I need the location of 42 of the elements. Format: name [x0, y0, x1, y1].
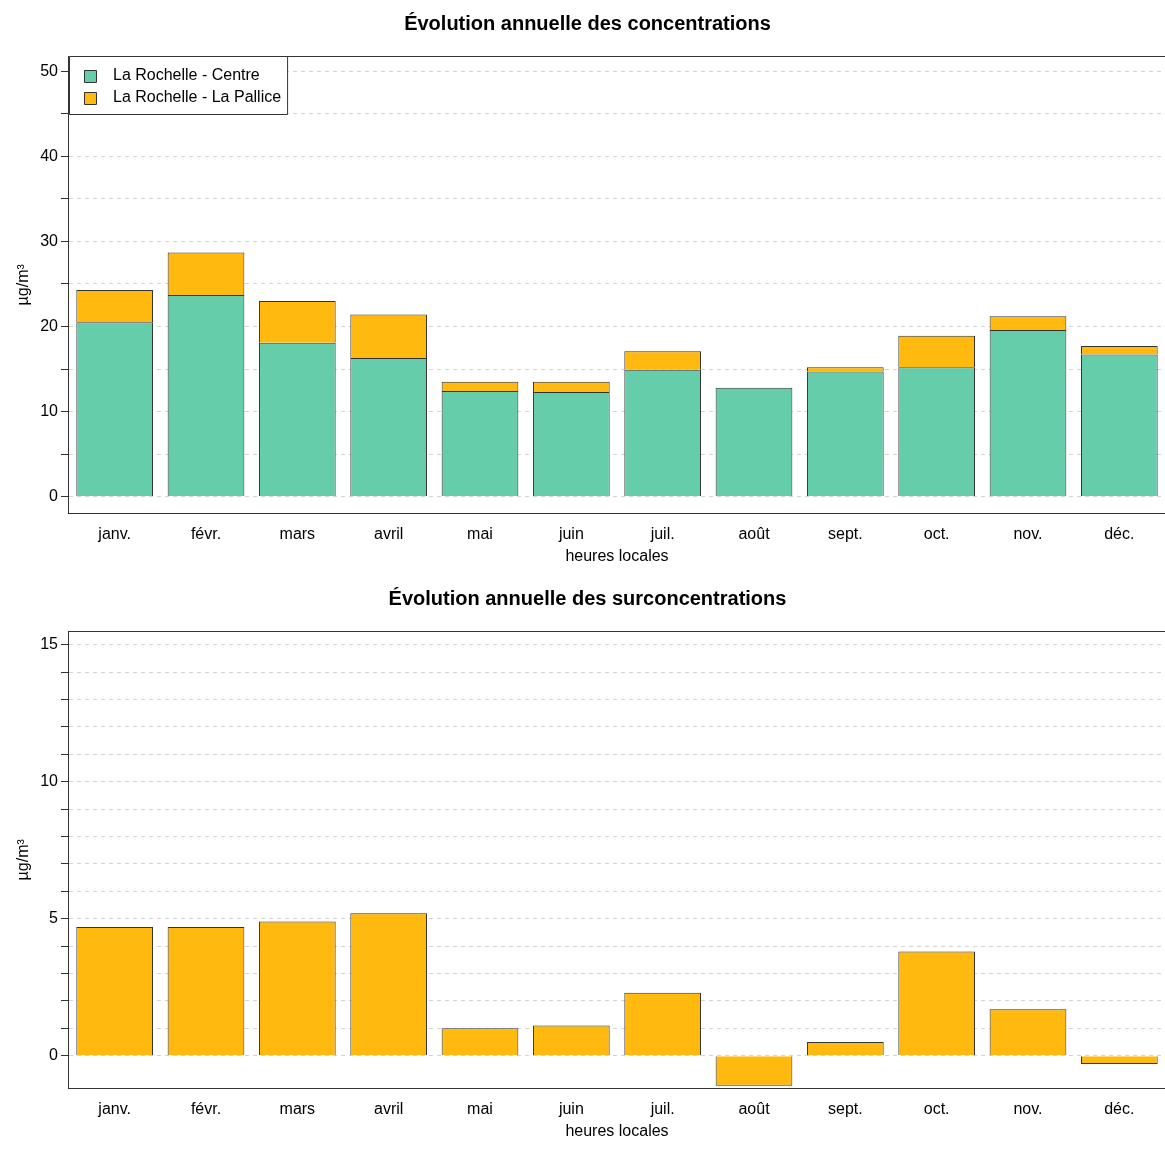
- x-tick-label: mai: [467, 1099, 493, 1117]
- x-tick-label: nov.: [1013, 1099, 1043, 1117]
- x-tick-label: janv.: [97, 524, 131, 542]
- x-tick-label: juil.: [649, 524, 675, 542]
- y-tick-label: 50: [40, 61, 59, 79]
- x-tick-label: févr.: [190, 524, 222, 542]
- x-tick-label: janv.: [97, 1099, 131, 1117]
- x-tick-label: avril: [373, 524, 404, 542]
- x-tick-label: déc.: [1104, 1099, 1135, 1117]
- y-tick-label: 20: [40, 316, 59, 334]
- legend-label: La Rochelle - La Pallice: [113, 88, 282, 106]
- x-tick-label: août: [738, 524, 771, 542]
- x-tick-label: mars: [279, 524, 316, 542]
- legend-label: La Rochelle - Centre: [113, 66, 260, 84]
- y-tick-label: 0: [49, 487, 59, 504]
- x-tick-label: oct.: [923, 1099, 950, 1117]
- chart-title: Évolution annuelle des concentrations: [404, 11, 771, 34]
- x-tick-label: sept.: [827, 524, 863, 542]
- x-tick-label: juin: [557, 1099, 584, 1117]
- x-tick-label: avril: [373, 1099, 404, 1117]
- x-tick-label: mars: [279, 1099, 316, 1117]
- x-tick-label: oct.: [923, 524, 950, 542]
- y-tick-label: 10: [40, 401, 59, 419]
- x-tick-label: nov.: [1013, 524, 1043, 542]
- y-tick-label: 30: [40, 231, 59, 249]
- x-tick-label: août: [738, 1099, 771, 1117]
- x-tick-label: juin: [557, 524, 584, 542]
- chart-title: Évolution annuelle des surconcentrations: [388, 586, 787, 609]
- x-tick-label: mai: [467, 524, 493, 542]
- y-axis-title: µg/m³: [14, 263, 32, 306]
- y-tick-label: 5: [49, 909, 59, 927]
- x-axis-title: heures locales: [565, 546, 669, 564]
- y-tick-label: 40: [40, 146, 59, 164]
- x-tick-label: févr.: [190, 1099, 222, 1117]
- x-tick-label: déc.: [1104, 524, 1135, 542]
- x-tick-label: juil.: [649, 1099, 675, 1117]
- x-axis-title: heures locales: [565, 1121, 669, 1139]
- y-tick-label: 10: [40, 772, 59, 790]
- x-tick-label: sept.: [827, 1099, 863, 1117]
- y-tick-label: 15: [40, 635, 59, 653]
- y-tick-label: 0: [49, 1046, 59, 1064]
- y-axis-title: µg/m³: [14, 838, 32, 881]
